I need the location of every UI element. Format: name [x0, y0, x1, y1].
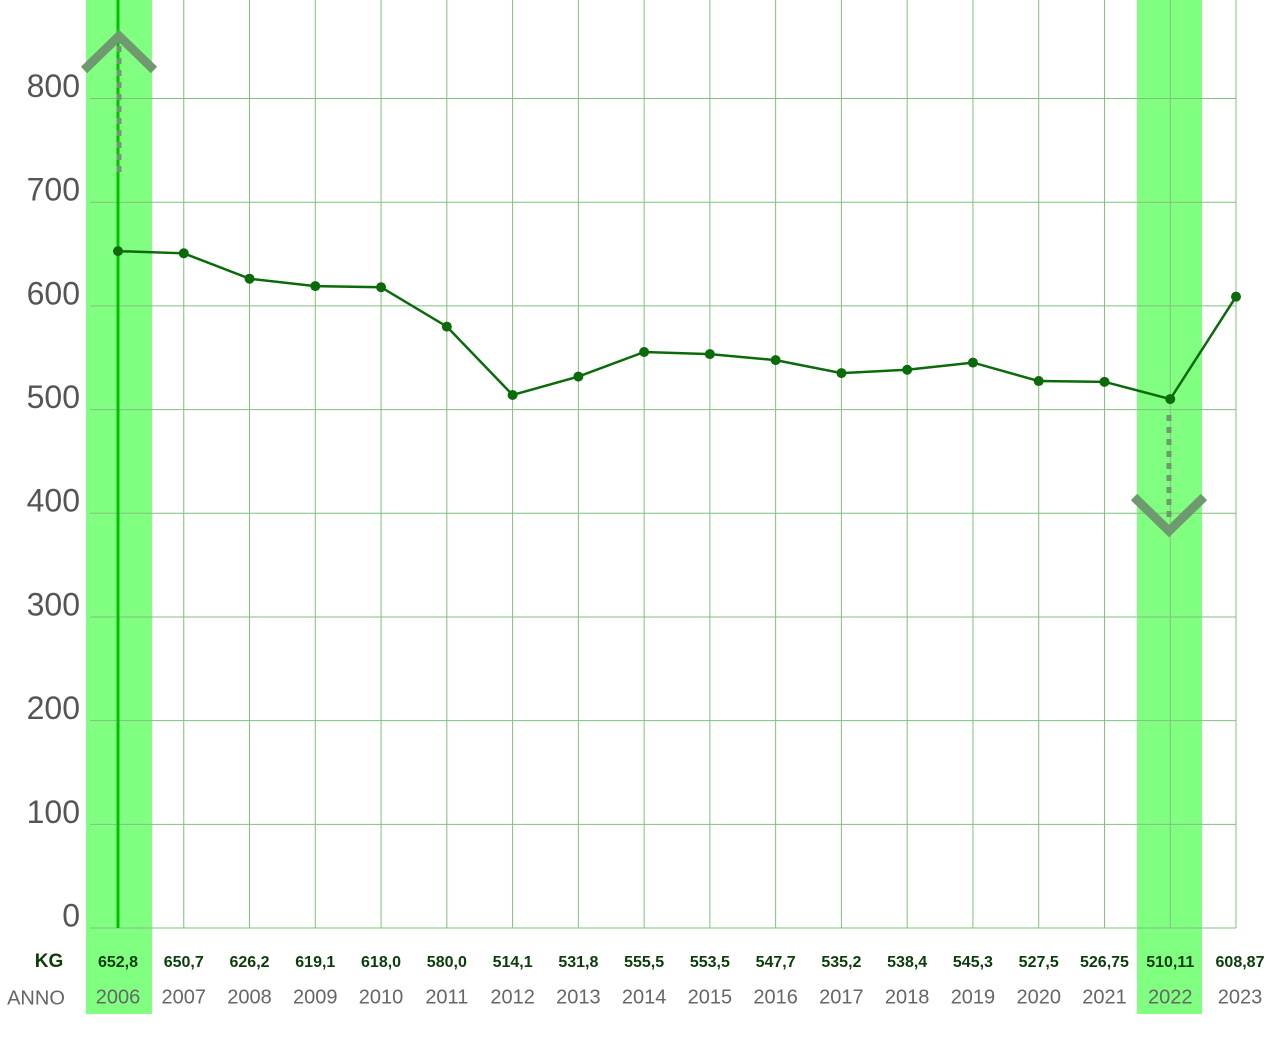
- x-tick-label: 2017: [819, 986, 864, 1008]
- point: [1231, 291, 1241, 302]
- y-tick-label: 800: [27, 68, 80, 104]
- value-label: 580,0: [427, 954, 467, 971]
- x-tick-label: 2008: [227, 986, 272, 1008]
- x-tick-label: 2020: [1016, 986, 1061, 1008]
- arrow-head: [1130, 493, 1208, 538]
- point: [178, 248, 189, 259]
- value-label: 545,3: [953, 954, 993, 971]
- point: [113, 246, 123, 257]
- row-label: KG: [35, 951, 64, 972]
- y-tick-label: 700: [27, 172, 80, 208]
- point: [836, 368, 847, 379]
- value-label: 608,87: [1216, 954, 1265, 971]
- y-tick-label: 400: [27, 483, 80, 519]
- x-tick-label: 2022: [1148, 986, 1193, 1008]
- value-label: 619,1: [295, 954, 335, 971]
- point: [441, 321, 452, 332]
- point: [573, 371, 584, 382]
- point: [507, 389, 518, 400]
- y-tick-label: 500: [27, 379, 80, 415]
- value-label: 650,7: [164, 954, 204, 971]
- value-label: 535,2: [821, 954, 861, 971]
- x-tick-label: 2014: [622, 986, 667, 1008]
- x-tick-label: 2012: [490, 986, 535, 1008]
- x-tick-label: 2021: [1082, 986, 1127, 1008]
- value-label: 547,7: [756, 954, 796, 971]
- value-label: 553,5: [690, 954, 730, 971]
- x-tick-label: 2019: [951, 986, 996, 1008]
- point: [967, 357, 978, 368]
- x-tick-label: 2016: [753, 986, 798, 1008]
- value-label: 527,5: [1019, 954, 1059, 971]
- row-label: ANNO: [7, 987, 65, 1009]
- value-label: 526,75: [1080, 954, 1129, 971]
- y-tick-label: 600: [27, 275, 80, 311]
- value-label: 531,8: [558, 954, 598, 971]
- point: [704, 349, 715, 360]
- x-tick-label: 2023: [1218, 986, 1263, 1008]
- point: [376, 282, 387, 293]
- y-tick-label: 100: [27, 794, 80, 830]
- point: [1165, 394, 1176, 405]
- value-label: 555,5: [624, 954, 664, 971]
- point: [1033, 376, 1044, 387]
- point: [244, 273, 255, 284]
- value-label: 538,4: [887, 954, 927, 971]
- x-tick-label: 2018: [885, 986, 930, 1008]
- x-tick-label: 2010: [359, 986, 404, 1008]
- value-label: 618,0: [361, 954, 401, 971]
- x-tick-label: 2015: [688, 986, 733, 1008]
- point: [310, 281, 321, 292]
- y-tick-label: 0: [62, 897, 80, 933]
- value-label: 652,8: [98, 954, 138, 971]
- x-tick-label: 2011: [425, 986, 468, 1008]
- x-tick-label: 2007: [162, 986, 207, 1008]
- point: [902, 364, 913, 375]
- value-label: 626,2: [230, 954, 270, 971]
- y-tick-label: 200: [27, 690, 80, 726]
- x-tick-label: 2013: [556, 986, 601, 1008]
- point: [770, 355, 781, 366]
- x-tick-label: 2009: [293, 986, 338, 1008]
- x-tick-label: 2006: [96, 986, 141, 1008]
- y-tick-label: 300: [27, 586, 80, 622]
- point: [639, 347, 650, 358]
- point: [1099, 376, 1110, 387]
- value-label: 514,1: [493, 954, 533, 971]
- line: [117, 249, 1238, 401]
- arrow-head: [80, 29, 158, 74]
- value-label: 510,11: [1146, 954, 1194, 971]
